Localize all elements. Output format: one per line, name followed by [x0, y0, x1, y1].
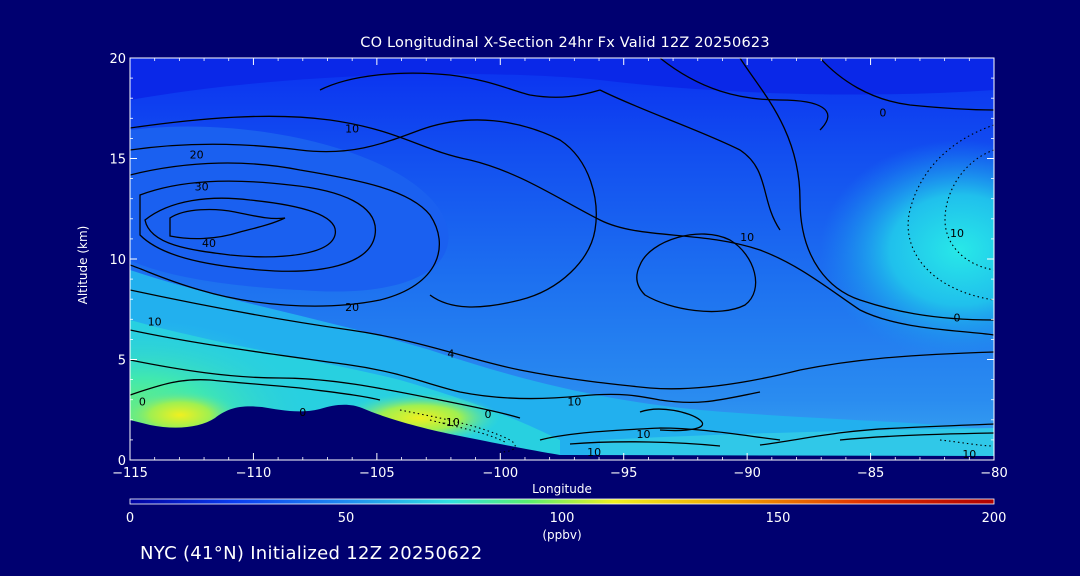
- x-axis-title: Longitude: [532, 482, 592, 496]
- x-tick-label: −90: [733, 466, 760, 481]
- contour-label: 10: [345, 122, 359, 135]
- y-tick-label: 15: [109, 153, 126, 168]
- x-tick-label: −95: [610, 466, 637, 481]
- x-tick-label: −100: [482, 466, 518, 481]
- y-tick-label: 0: [118, 454, 126, 469]
- colorbar: [129, 498, 995, 505]
- contour-label: 0: [953, 311, 960, 324]
- contour-label: 40: [202, 237, 216, 250]
- chart-title: CO Longitudinal X-Section 24hr Fx Valid …: [360, 35, 770, 51]
- contour-label: 10: [148, 315, 162, 328]
- contour-label: 10: [636, 428, 650, 441]
- contour-label: 4: [447, 347, 454, 360]
- contour-label: 10: [740, 231, 754, 244]
- colorbar-tick-label: 200: [981, 511, 1007, 526]
- negative-contour-lines: [399, 124, 994, 453]
- contour-label: 20: [345, 301, 359, 314]
- footer-init-text: NYC (41°N) Initialized 12Z 20250622: [140, 543, 483, 564]
- contour-label: 0: [139, 396, 146, 409]
- heatmap-field: [130, 58, 994, 460]
- contour-label: 10: [567, 396, 581, 409]
- colorbar-unit: (ppbv): [542, 528, 582, 542]
- y-tick-label: 5: [118, 354, 126, 369]
- colorbar-tick-label: 0: [125, 511, 135, 526]
- contour-label: 10: [587, 446, 601, 459]
- x-tick-label: −115: [112, 466, 148, 481]
- x-tick-label: −105: [359, 466, 395, 481]
- contour-label: -10: [442, 416, 460, 429]
- contour-label: 20: [190, 148, 204, 161]
- x-tick-label: −110: [236, 466, 272, 481]
- y-tick-label: 20: [109, 52, 126, 67]
- contour-lines: [130, 58, 994, 447]
- contour-label: 0: [879, 106, 886, 119]
- contour-label: 10: [962, 448, 976, 461]
- axes: −115 −110 −105 −100 −95 −90 −85 −80 0 5 10 15 20: [109, 52, 1007, 481]
- x-tick-label: −80: [980, 466, 1007, 481]
- contour-label: 30: [195, 181, 209, 194]
- y-axis-title: Altitude (km): [76, 225, 90, 305]
- contour-label: 10: [950, 227, 964, 240]
- colorbar-tick-label: 100: [549, 511, 575, 526]
- contour-label: 0: [299, 406, 306, 419]
- colorbar-tick-label: 150: [765, 511, 791, 526]
- x-tick-label: −85: [857, 466, 884, 481]
- colorbar-tick-label: 50: [337, 511, 355, 526]
- y-tick-label: 10: [109, 253, 126, 268]
- contour-label: 0: [484, 408, 491, 421]
